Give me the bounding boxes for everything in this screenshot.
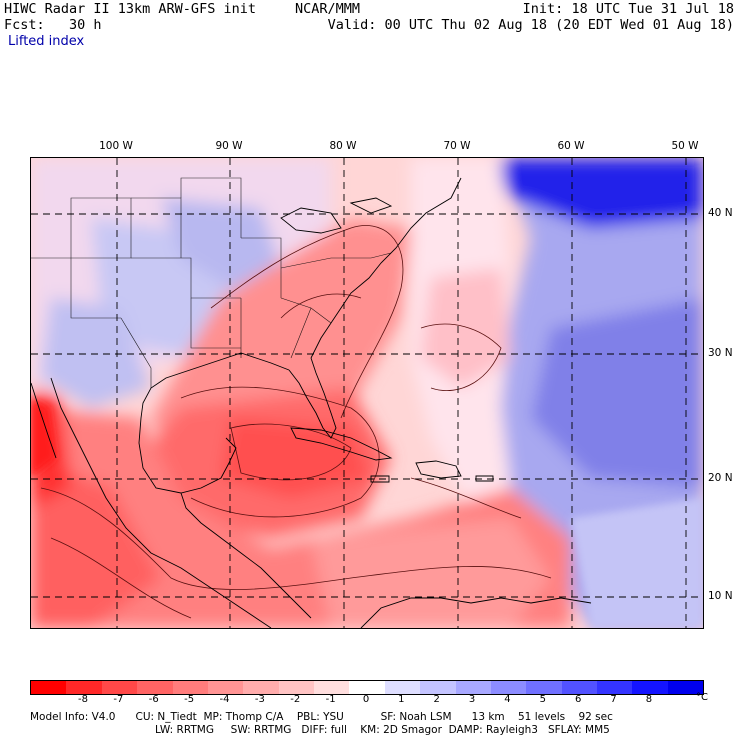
legend-tick-label: -2	[290, 694, 301, 705]
legend-tick-label: -5	[184, 694, 195, 705]
longitude-label: 90 W	[215, 140, 243, 152]
legend-swatch	[278, 681, 314, 694]
latitude-label: 30 N	[708, 347, 733, 359]
latitude-label: 20 N	[708, 472, 733, 484]
longitude-label: 100 W	[99, 140, 133, 152]
init-time: Init: 18 UTC Tue 31 Jul 18	[522, 1, 734, 17]
legend-tick-label: -3	[254, 694, 265, 705]
legend-swatch	[243, 681, 279, 694]
legend-tick-label: 4	[504, 694, 511, 705]
legend-swatch	[561, 681, 597, 694]
color-legend	[30, 680, 704, 695]
longitude-label: 70 W	[443, 140, 471, 152]
legend-unit: °C	[696, 692, 708, 703]
state-boundaries	[31, 177, 392, 388]
contour-lines	[40, 225, 552, 619]
legend-swatch	[490, 681, 527, 694]
legend-swatch	[314, 681, 350, 694]
legend-tick-label: 0	[362, 694, 370, 705]
legend-swatch	[526, 681, 562, 694]
legend-tick-label: -8	[78, 694, 89, 705]
map-canvas	[31, 158, 703, 628]
physics-info-line: LW: RRTMG SW: RRTMG DIFF: full KM: 2D Sm…	[155, 724, 610, 736]
lifted-index-map	[30, 157, 704, 629]
legend-swatch	[667, 681, 704, 694]
legend-swatch	[66, 681, 102, 694]
legend-swatch	[31, 681, 67, 694]
legend-swatch	[384, 681, 421, 694]
longitude-label: 80 W	[329, 140, 357, 152]
lat-lon-grid	[31, 158, 703, 628]
legend-tick-label: 5	[539, 694, 547, 705]
coastlines	[31, 177, 592, 628]
field-name: Lifted index	[8, 34, 85, 49]
organization-label: NCAR/MMM	[295, 1, 361, 17]
legend-tick-label: -7	[113, 694, 124, 705]
legend-swatch	[632, 681, 668, 694]
legend-tick-label: 2	[433, 694, 440, 705]
legend-swatch	[137, 681, 173, 694]
legend-swatch	[349, 681, 385, 694]
longitude-label: 60 W	[557, 140, 585, 152]
legend-tick-label: 6	[575, 694, 582, 705]
latitude-label: 40 N	[708, 207, 733, 219]
legend-swatch	[420, 681, 456, 694]
longitude-label: 50 W	[671, 140, 699, 152]
legend-swatch	[101, 681, 138, 694]
model-info-line: Model Info: V4.0 CU: N_Tiedt MP: Thomp C…	[30, 711, 613, 723]
legend-swatch	[172, 681, 208, 694]
legend-tick-label: 7	[610, 694, 617, 705]
legend-tick-label: 3	[468, 694, 476, 705]
legend-tick-label: -6	[148, 694, 159, 705]
forecast-hour: Fcst: 30 h	[4, 17, 102, 33]
legend-swatch	[455, 681, 491, 694]
legend-swatch	[207, 681, 244, 694]
valid-time: Valid: 00 UTC Thu 02 Aug 18 (20 EDT Wed …	[327, 17, 734, 33]
legend-tick-label: 8	[645, 694, 653, 705]
latitude-label: 10 N	[708, 590, 733, 602]
legend-tick-label: 1	[398, 694, 405, 705]
legend-tick-label: -4	[219, 694, 230, 705]
legend-swatch	[597, 681, 633, 694]
legend-tick-label: -1	[325, 694, 336, 705]
model-title: HIWC Radar II 13km ARW-GFS init	[4, 1, 256, 17]
